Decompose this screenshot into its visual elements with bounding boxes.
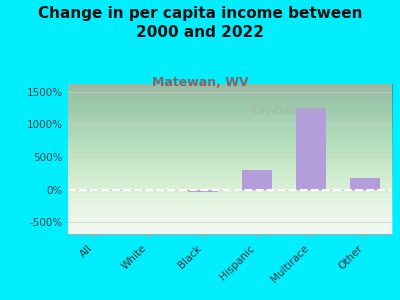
Bar	[242, 170, 272, 190]
Bar	[188, 190, 218, 192]
Text: City-Data.com: City-Data.com	[251, 106, 325, 116]
Bar	[296, 108, 326, 190]
Text: Change in per capita income between
2000 and 2022: Change in per capita income between 2000…	[38, 6, 362, 40]
Bar	[350, 178, 380, 190]
Text: Matewan, WV: Matewan, WV	[152, 76, 248, 89]
